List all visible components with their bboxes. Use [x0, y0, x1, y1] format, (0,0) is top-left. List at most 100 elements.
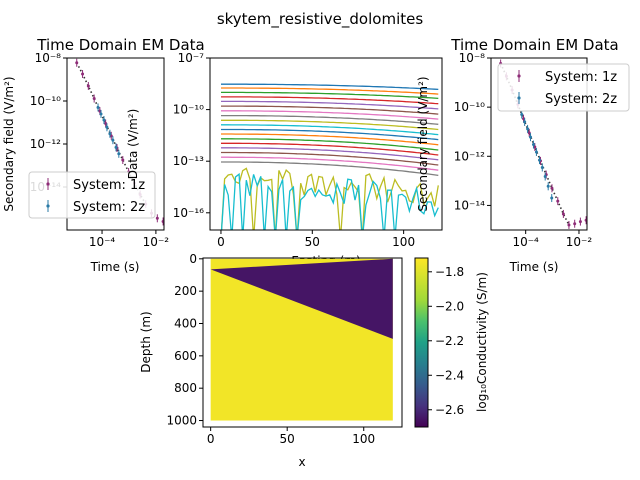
panel-a-s1-point-1	[99, 112, 103, 116]
panel-d-ylabel: Depth (m)	[139, 311, 153, 372]
panel-c-xtick-label-1: 10⁻²	[566, 235, 593, 249]
panel-c-plot-area	[499, 59, 587, 229]
panel-c-s1-point-4	[531, 143, 535, 147]
panel-c-legend-label-2z: System: 2z	[545, 92, 617, 107]
panel-b-series-2	[221, 91, 439, 100]
panel-b-series-15	[221, 151, 439, 166]
panel-c-s0-point-6	[533, 145, 537, 149]
panel-b-series-9	[221, 124, 439, 136]
panel-a-s0-point-14	[155, 216, 159, 220]
colorbar-tick-label-1: −2.0	[435, 299, 464, 313]
colorbar-tick-label-4: −2.6	[435, 403, 464, 417]
panel-b-ytick-label-1: 10⁻¹⁰	[173, 103, 204, 117]
panel-a-s1-point-4	[108, 132, 112, 136]
panel-d-ytick-label-3: 600	[174, 349, 197, 363]
panel-c-ytick-label-0: 10⁻⁸	[459, 51, 486, 65]
colorbar	[414, 257, 429, 428]
panel-b-xtick-label-2: 100	[392, 235, 415, 249]
panel-a-s1-point-0	[96, 105, 100, 109]
colorbar-label: log₁₀Conductivity (S/m)	[475, 272, 489, 412]
panel-d-ytick-label-2: 400	[174, 316, 197, 330]
panel-b-frame	[209, 57, 443, 231]
panel-a-s0-point-15	[161, 219, 164, 223]
panel-a-legend-label-1z: System: 1z	[73, 178, 145, 193]
panel-b-series-7	[221, 114, 439, 125]
panel-b-series-5	[221, 105, 439, 115]
panel-d-frame	[202, 257, 403, 428]
panel-b-series-0	[221, 83, 439, 91]
panel-a-ytick-label-0: 10⁻⁸	[35, 51, 62, 65]
panel-a-s1-point-2	[102, 118, 106, 122]
panel-c-ylabel: Secondary field (V/m²)	[416, 76, 430, 211]
panel-b-series-3	[221, 96, 439, 105]
panel-c-s1-point-5	[534, 150, 538, 154]
panel-d-xlabel: x	[298, 455, 305, 469]
panel-b-series-19	[220, 172, 439, 230]
panel-sounding-right: Time Domain EM Data 10⁻⁴ 10⁻² 10⁻⁸ 10⁻¹⁰ 10⁻…	[416, 36, 630, 274]
panel-c-s0-point-10	[556, 199, 560, 203]
panel-c-legend-dot-2z	[517, 96, 521, 100]
panel-sounding-left: Time Domain EM Data 10⁻⁴ 10⁻² 10⁻⁸ 10⁻¹⁰ 10⁻…	[2, 36, 205, 274]
panel-b-ylabel: Data (V/m²)	[126, 109, 140, 180]
panel-a-legend-dot-2z	[46, 204, 50, 208]
panel-c-s1-point-9	[546, 184, 550, 188]
panel-a-legend-label-2z: System: 2z	[73, 200, 145, 215]
panel-d-ytick-label-0: 0	[189, 252, 197, 266]
panel-a-ytick-label-1: 10⁻¹⁰	[30, 94, 61, 108]
panel-c-xtick-label-0: 10⁻⁴	[512, 235, 539, 249]
panel-a-s1-point-3	[105, 125, 109, 129]
colorbar-tick-label-0: −1.8	[435, 265, 464, 279]
colorbar-ticks: −1.8 −2.0 −2.2 −2.4 −2.6	[428, 265, 464, 417]
panel-c-ticks: 10⁻⁴ 10⁻² 10⁻⁸ 10⁻¹⁰ 10⁻¹² 10⁻¹⁴	[454, 51, 593, 249]
panel-a-legend-box	[28, 171, 156, 219]
figure-suptitle: skytem_resistive_dolomites	[217, 10, 424, 29]
panel-b-series-16	[221, 156, 439, 171]
panel-b-series-1	[221, 87, 439, 95]
panel-d-ytick-label-1: 200	[174, 284, 197, 298]
panel-a-s0-point-1	[81, 72, 85, 76]
panel-b-plot-area	[220, 83, 439, 230]
panel-a-legend-dot-1z	[46, 182, 50, 186]
panel-c-s0-point-12	[567, 223, 571, 227]
panel-a-s0-point-5	[104, 121, 108, 125]
panel-b-ytick-label-3: 10⁻¹⁶	[173, 206, 204, 220]
panel-c-s0-point-15	[584, 218, 587, 222]
panel-c-s1-point-3	[529, 135, 533, 139]
panel-b-xtick-label-0: 0	[217, 235, 225, 249]
panel-a-ylabel: Secondary field (V/m²)	[2, 76, 16, 211]
panel-c-s1-point-2	[526, 127, 530, 131]
panel-c-s0-point-14	[578, 220, 582, 224]
panel-c-title: Time Domain EM Data	[450, 36, 618, 54]
panel-c-xlabel: Time (s)	[509, 260, 559, 274]
panel-b-series-8	[221, 119, 439, 131]
panel-a-s1-point-7	[117, 152, 121, 156]
panel-a-s0-point-3	[92, 97, 96, 101]
panel-b-series-12	[221, 138, 439, 151]
panel-b-series-13	[221, 142, 439, 156]
panel-c-legend-dot-1z	[517, 74, 521, 78]
colorbar-tick-label-2: −2.2	[435, 334, 464, 348]
panel-d-xtick-label-2: 100	[352, 432, 375, 446]
panel-a-s0-point-0	[75, 61, 79, 65]
panel-c-ytick-label-2: 10⁻¹²	[454, 149, 485, 163]
panel-a-s1-point-6	[114, 145, 118, 149]
panel-b-series-18	[220, 167, 439, 230]
panel-d-ytick-label-4: 800	[174, 381, 197, 395]
panel-d-resistive-layer	[210, 258, 393, 339]
panel-a-ytick-label-2: 10⁻¹²	[30, 137, 61, 151]
panel-c-ytick-label-1: 10⁻¹⁰	[454, 100, 485, 114]
panel-b-series-4	[221, 100, 439, 110]
panel-b-series-10	[221, 128, 439, 141]
panel-b-series-11	[221, 133, 439, 146]
panel-d-xtick-label-1: 50	[280, 432, 295, 446]
panel-c-s0-point-11	[561, 212, 565, 216]
panel-a-title: Time Domain EM Data	[36, 36, 204, 54]
panel-c-legend: System: 1z System: 2z	[497, 63, 630, 112]
panel-c-s1-point-10	[550, 196, 554, 200]
panel-c-legend-box	[497, 63, 630, 112]
panel-b-series-17	[221, 161, 439, 177]
panel-b-ticks: 0 50 100 10⁻⁷ 10⁻¹⁰ 10⁻¹³ 10⁻¹⁶	[173, 51, 415, 249]
